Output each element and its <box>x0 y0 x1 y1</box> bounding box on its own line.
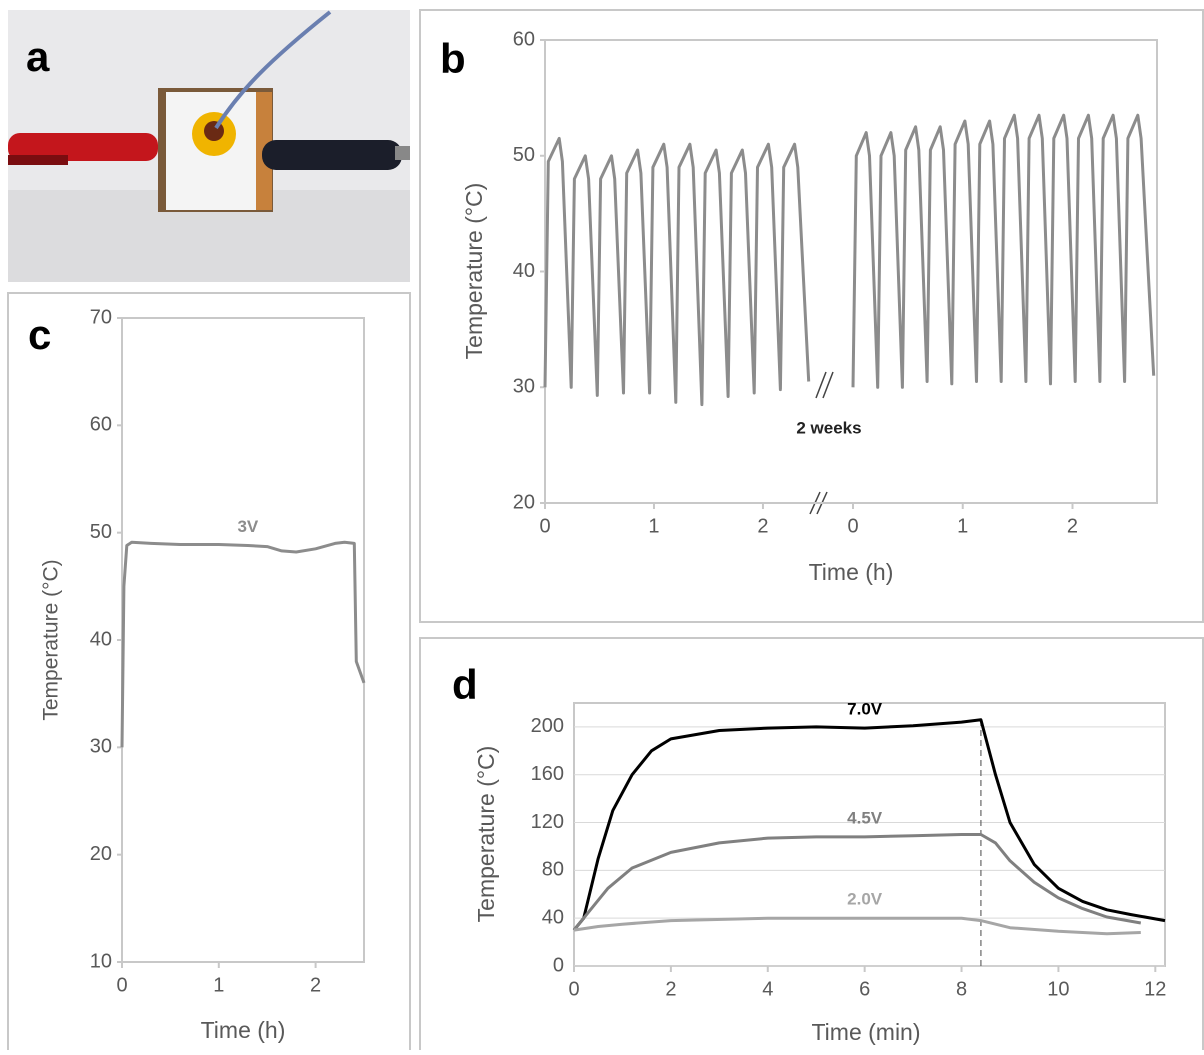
x-tick-label: 2 <box>665 978 676 1000</box>
series-label: 7.0V <box>847 700 883 719</box>
y-tick-label: 40 <box>542 906 564 928</box>
y-tick-label: 60 <box>513 28 535 50</box>
series-line <box>572 718 1166 932</box>
series-label: 2.0V <box>847 890 883 909</box>
x-tick-label: 0 <box>539 515 550 537</box>
series-line <box>543 136 811 407</box>
series-line <box>572 833 1142 932</box>
y-tick-label: 20 <box>513 491 535 513</box>
plot-area <box>117 317 365 963</box>
x-tick-label: 2 <box>757 515 768 537</box>
y-tick-label: 60 <box>90 414 112 436</box>
y-tick-label: 10 <box>90 950 112 972</box>
y-axis-title: Temperature (°C) <box>461 183 487 360</box>
x-tick-label: 1 <box>648 515 659 537</box>
panel-frame <box>7 292 411 1054</box>
series-line <box>573 916 1141 936</box>
y-tick-label: 80 <box>542 859 564 881</box>
plot-frame <box>121 317 365 963</box>
y-tick-label: 20 <box>90 843 112 865</box>
y-tick-label: 120 <box>531 811 564 833</box>
y-tick-label: 50 <box>513 144 535 166</box>
x-tick-label: 8 <box>956 978 967 1000</box>
y-tick-label: 30 <box>90 736 112 758</box>
x-axis-title: Time (min) <box>811 1019 920 1045</box>
x-tick-label: 0 <box>116 974 127 996</box>
y-tick-label: 70 <box>90 306 112 328</box>
x-tick-label: 6 <box>859 978 870 1000</box>
y-tick-label: 0 <box>553 954 564 976</box>
x-tick-label: 10 <box>1047 978 1069 1000</box>
x-tick-label: 2 <box>1067 515 1078 537</box>
series-line <box>851 113 1156 389</box>
x-axis-title: Time (h) <box>201 1017 286 1043</box>
x-axis-title: Time (h) <box>809 559 894 585</box>
series-label: 4.5V <box>847 808 883 827</box>
x-tick-label: 1 <box>957 515 968 537</box>
panel-label: a <box>26 33 50 80</box>
panel-label: d <box>452 661 478 708</box>
y-axis-title: Temperature (°C) <box>40 559 63 720</box>
y-tick-label: 40 <box>90 628 112 650</box>
y-tick-label: 30 <box>513 376 535 398</box>
x-tick-label: 0 <box>847 515 858 537</box>
panel-frame <box>419 9 1204 623</box>
x-tick-label: 12 <box>1144 978 1166 1000</box>
panel-frame <box>419 637 1204 1054</box>
y-tick-label: 50 <box>90 521 112 543</box>
x-tick-label: 0 <box>568 978 579 1000</box>
axis-break <box>809 370 850 516</box>
photo: a <box>8 10 410 282</box>
panel-label: c <box>28 311 51 358</box>
series-label: 3V <box>237 517 258 536</box>
y-tick-label: 200 <box>531 715 564 737</box>
x-tick-label: 2 <box>310 974 321 996</box>
panel-label: b <box>440 35 466 82</box>
y-tick-label: 40 <box>513 260 535 282</box>
x-tick-label: 4 <box>762 978 773 1000</box>
annotation: 2 weeks <box>796 418 861 437</box>
y-axis-title: Temperature (°C) <box>473 746 499 923</box>
series-line <box>120 540 366 748</box>
y-tick-label: 160 <box>531 763 564 785</box>
x-tick-label: 1 <box>213 974 224 996</box>
